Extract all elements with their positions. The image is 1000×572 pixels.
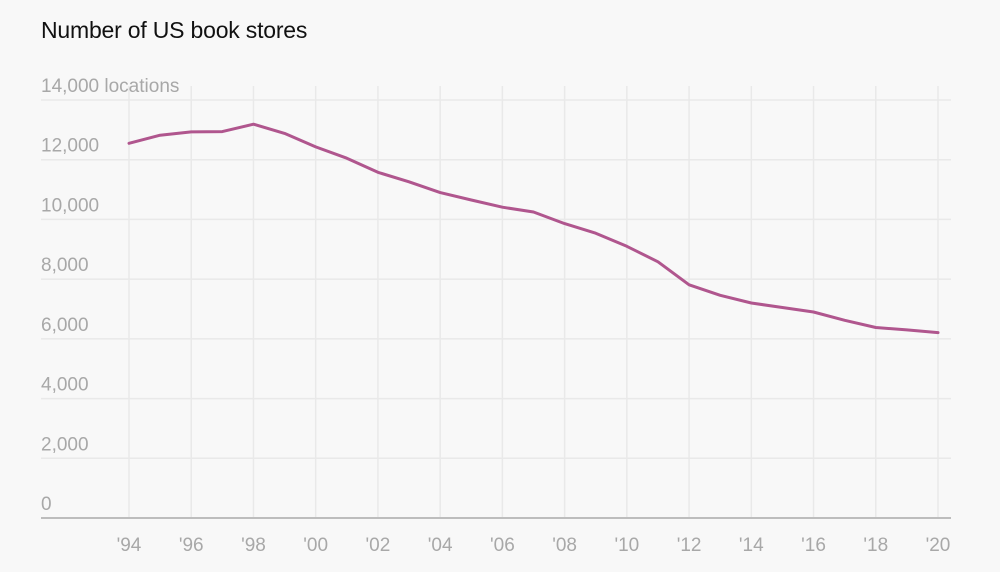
- vertical-gridlines: [128, 86, 939, 518]
- horizontal-gridlines: [41, 99, 951, 460]
- x-tick-label: '02: [366, 535, 391, 556]
- y-tick-label: 14,000 locations: [41, 76, 179, 97]
- x-tick-label: '94: [117, 535, 142, 556]
- x-tick-label: '18: [863, 535, 888, 556]
- y-tick-label: 6,000: [41, 315, 89, 336]
- x-tick-label: '10: [614, 535, 639, 556]
- y-tick-label: 8,000: [41, 255, 89, 276]
- x-tick-label: '98: [241, 535, 266, 556]
- x-axis-labels: '94 '96 '98 '00 '02 '04 '06 '08 '10 '12 '14 '16 '18 '…: [117, 535, 951, 556]
- x-tick-label: '96: [179, 535, 204, 556]
- y-tick-label: 0: [41, 494, 52, 515]
- x-tick-label: '08: [552, 535, 577, 556]
- x-tick-label: '00: [303, 535, 328, 556]
- x-tick-label: '14: [739, 535, 764, 556]
- chart-title: Number of US book stores: [41, 17, 308, 43]
- data-series: [127, 122, 940, 335]
- y-tick-label: 2,000: [41, 434, 89, 455]
- y-tick-label: 4,000: [41, 375, 89, 396]
- x-tick-label: '12: [677, 535, 702, 556]
- series-line: [127, 122, 940, 335]
- y-tick-label: 10,000: [41, 195, 99, 216]
- x-tick-label: '16: [801, 535, 826, 556]
- y-axis-labels: 0 2,000 4,000 6,000 8,000 10,000 12,000 14,000 …: [41, 76, 179, 515]
- y-tick-label: 12,000: [41, 136, 99, 157]
- x-tick-label: '06: [490, 535, 515, 556]
- x-tick-label: '04: [428, 535, 453, 556]
- x-tick-label: '20: [926, 535, 951, 556]
